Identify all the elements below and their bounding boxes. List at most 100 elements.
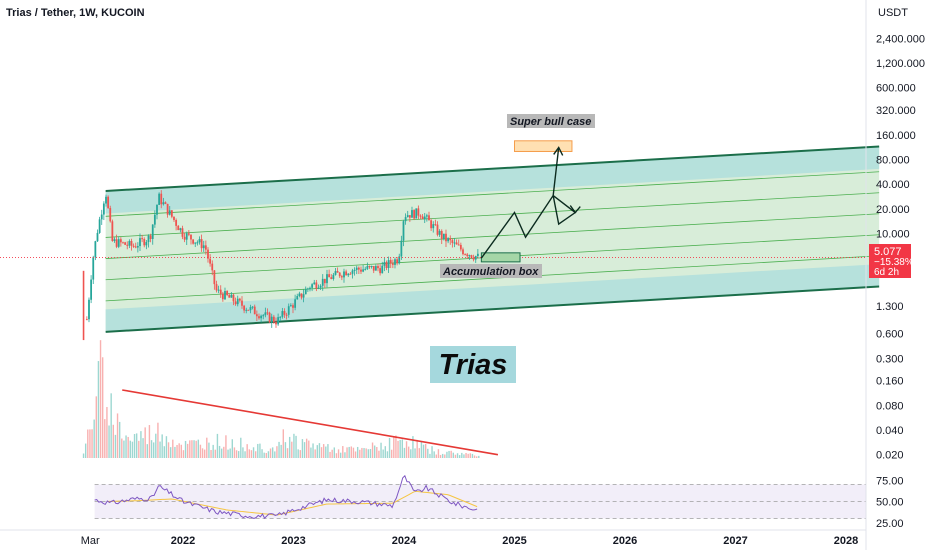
- candle-body: [436, 224, 439, 235]
- y-tick-label: 0.600: [876, 329, 904, 341]
- candle-body: [321, 278, 324, 286]
- y-tick-label: 600.000: [876, 83, 916, 95]
- volume-bar: [424, 443, 427, 458]
- volume-bar: [133, 434, 136, 458]
- volume-bar: [301, 439, 304, 458]
- volume-bar: [191, 440, 193, 458]
- volume-bar: [233, 447, 236, 458]
- candle-body: [336, 271, 339, 273]
- volume-bar: [299, 450, 301, 458]
- super-bull-box: [514, 140, 573, 152]
- volume-bar: [93, 419, 95, 458]
- volume-bar: [282, 429, 284, 458]
- candle-body: [122, 242, 124, 244]
- volume-bar: [384, 446, 386, 458]
- candle-body: [292, 305, 294, 308]
- volume-bar: [467, 453, 469, 458]
- volume-bar: [152, 442, 155, 458]
- candle-body: [221, 293, 224, 300]
- candle-body: [300, 293, 303, 298]
- volume-bar: [405, 441, 408, 458]
- volume-bar: [248, 449, 250, 458]
- channel-inner-line: [105, 213, 880, 259]
- volume-bar: [410, 449, 412, 458]
- volume-bar: [463, 454, 465, 458]
- volume-bar: [267, 451, 270, 458]
- volume-bar: [246, 444, 248, 458]
- volume-bar: [441, 453, 444, 458]
- rsi-line: [94, 474, 478, 520]
- volume-bar: [174, 446, 176, 458]
- candle-body: [192, 239, 195, 244]
- candle-body: [139, 238, 141, 247]
- candle-body: [147, 235, 150, 243]
- volume-bar: [108, 425, 110, 458]
- candle-body: [279, 316, 282, 318]
- rsi-layer: [94, 474, 867, 520]
- candle-body: [357, 267, 360, 270]
- volume-bar: [380, 442, 382, 458]
- volume-bar: [123, 440, 125, 458]
- candle-body: [379, 268, 382, 274]
- candle-body: [415, 208, 418, 219]
- volume-bar: [118, 421, 121, 458]
- volume-bar: [274, 451, 276, 458]
- candle-body: [115, 239, 118, 247]
- volume-bar: [373, 445, 376, 458]
- volume-bar: [252, 447, 255, 458]
- candle-body: [202, 245, 205, 249]
- candle-body: [383, 262, 386, 266]
- volume-bar: [157, 422, 159, 458]
- candle-body: [313, 282, 316, 285]
- candle-body: [306, 288, 309, 290]
- candle-body: [190, 234, 192, 240]
- candle-body: [442, 233, 445, 239]
- candle-body: [277, 317, 280, 325]
- volume-bar: [250, 450, 253, 458]
- candle-body: [264, 312, 267, 316]
- accumulation-box: [480, 252, 521, 263]
- x-tick-label: 2022: [171, 535, 195, 547]
- candle-body: [151, 224, 154, 239]
- y-tick-label: 1,200.000: [876, 58, 925, 70]
- volume-bar: [322, 444, 325, 458]
- volume-bar: [210, 449, 212, 458]
- candle-body: [368, 266, 371, 268]
- candle-body: [272, 316, 275, 323]
- price-badge-countdown: 6d 2h: [874, 267, 899, 278]
- candle-body: [419, 215, 422, 217]
- candle-body: [111, 221, 114, 241]
- rsi-y-tick-label: 25.00: [876, 518, 904, 530]
- volume-bar: [452, 452, 454, 458]
- x-tick-label: 2026: [613, 535, 637, 547]
- candle-body: [245, 309, 248, 311]
- y-tick-label: 40.000: [876, 179, 910, 191]
- volume-bar: [240, 437, 242, 458]
- rsi-y-tick-label: 75.00: [876, 475, 904, 487]
- volume-bar: [178, 443, 180, 458]
- candle-body: [119, 239, 122, 243]
- projection-arrowhead: [553, 146, 564, 156]
- candle-body: [124, 242, 127, 245]
- overlay-layer: [0, 140, 866, 456]
- candle-body: [126, 244, 129, 246]
- volume-bar: [416, 439, 418, 458]
- volume-bar: [138, 440, 140, 458]
- volume-bar: [242, 447, 244, 458]
- volume-bar: [114, 434, 117, 458]
- annotation-accumulation: Accumulation box: [440, 264, 542, 278]
- candle-body: [281, 311, 284, 317]
- candle-body: [296, 296, 299, 300]
- volume-bar: [458, 455, 461, 458]
- y-tick-label: 10.000: [876, 228, 910, 240]
- candle-body: [453, 242, 456, 244]
- candle-body: [217, 289, 220, 291]
- volume-bar: [450, 450, 452, 458]
- volume-bar: [244, 451, 246, 458]
- candle-body: [275, 322, 277, 325]
- volume-bar: [265, 453, 267, 458]
- volume-bar: [146, 444, 148, 458]
- projection-arrowhead: [569, 205, 581, 214]
- candle-body: [179, 228, 182, 231]
- volume-bar: [376, 447, 378, 458]
